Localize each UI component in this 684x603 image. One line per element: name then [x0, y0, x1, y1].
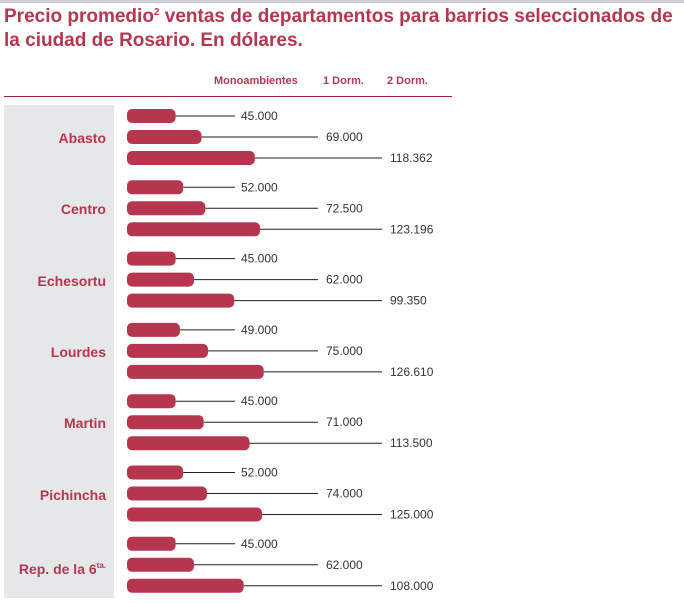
data-label: 45.000	[241, 537, 278, 551]
bar	[127, 578, 244, 593]
data-label: 108.000	[390, 579, 434, 593]
bar	[127, 222, 261, 237]
bar	[127, 465, 184, 480]
data-label: 69.000	[326, 130, 363, 144]
data-label: 62.000	[326, 273, 363, 287]
bar	[127, 486, 207, 501]
data-label: 52.000	[241, 180, 278, 194]
category-label: Abasto	[58, 130, 106, 146]
bar	[127, 536, 176, 551]
data-label: 45.000	[241, 252, 278, 266]
bar	[127, 394, 176, 409]
data-label: 49.000	[241, 323, 278, 337]
chart-title-part1: Precio promedio	[4, 6, 154, 27]
bar	[127, 180, 184, 195]
bar	[127, 293, 235, 308]
bar	[127, 343, 208, 358]
title-footnote-mark: 2	[153, 7, 160, 18]
legend-monoambientes: Monoambientes	[214, 75, 298, 87]
bar	[127, 557, 194, 572]
data-label: 71.000	[326, 415, 363, 429]
header-rule	[4, 96, 452, 97]
data-label: 52.000	[241, 466, 278, 480]
category-label: Martin	[64, 415, 106, 432]
category-label: Rep. de la 6ta.	[18, 560, 106, 577]
bar	[127, 151, 255, 165]
data-label: 45.000	[241, 109, 278, 123]
data-label: 99.350	[390, 294, 427, 308]
category-label-sup: ta.	[96, 560, 106, 570]
data-label: 118.362	[390, 151, 433, 165]
bar	[127, 201, 206, 216]
bar	[127, 130, 202, 144]
data-label: 113.500	[390, 436, 433, 450]
data-label: 72.500	[326, 201, 363, 215]
bar	[127, 507, 262, 522]
legend-1-dorm: 1 Dorm.	[323, 75, 364, 87]
data-label: 75.000	[326, 344, 363, 358]
chart-title: Precio promedio2 ventas de departamentos…	[4, 1, 680, 53]
data-label: 123.196	[390, 222, 434, 236]
bar	[127, 322, 180, 337]
category-label: Lourdes	[50, 343, 106, 360]
bar	[127, 272, 194, 287]
category-label: Pichincha	[39, 486, 106, 503]
data-label: 125.000	[390, 508, 434, 522]
bar	[127, 364, 264, 379]
category-label: Echesortu	[37, 272, 106, 289]
category-label: Centro	[60, 201, 106, 218]
bar	[127, 251, 176, 266]
data-label: 126.610	[390, 365, 434, 379]
bar	[127, 109, 176, 123]
bar	[127, 436, 250, 451]
chart-title-part2: ventas de departamentos para barrios sel…	[4, 6, 673, 51]
top-rule	[0, 0, 684, 3]
legend-2-dorm: 2 Dorm.	[387, 75, 428, 87]
data-label: 62.000	[326, 558, 363, 572]
bar	[127, 415, 204, 430]
category-label-panel	[4, 105, 114, 598]
data-label: 74.000	[326, 487, 363, 501]
data-label: 45.000	[241, 394, 278, 408]
